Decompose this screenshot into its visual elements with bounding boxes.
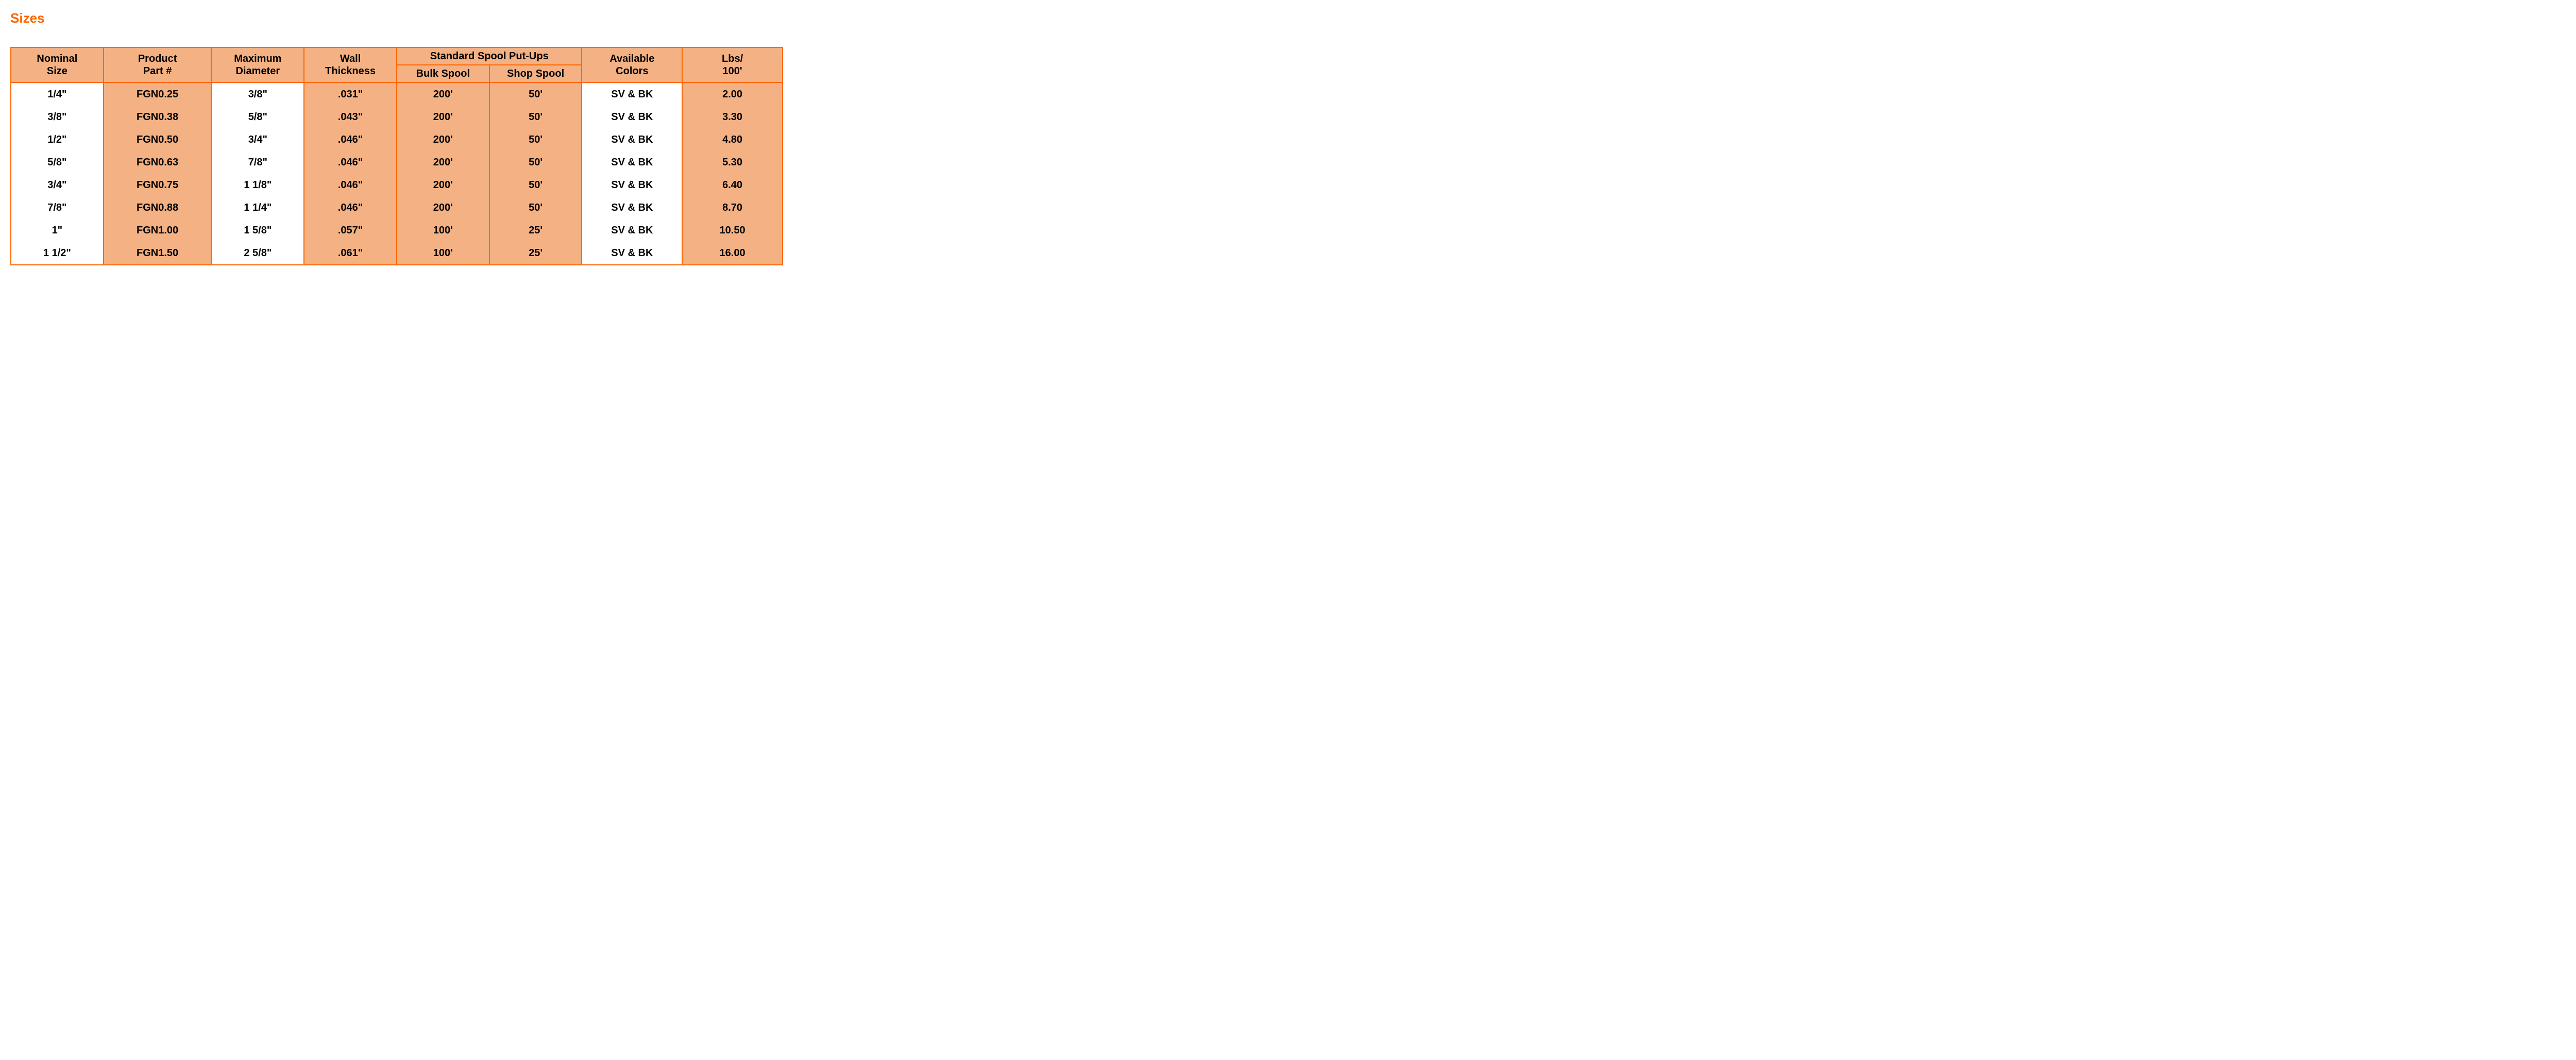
cell-colors: SV & BK (582, 151, 682, 174)
cell-shop: 50' (489, 174, 582, 196)
cell-part: FGN0.63 (104, 151, 212, 174)
cell-nominal: 3/8" (11, 106, 104, 128)
col-header-spool-group: Standard Spool Put-Ups (397, 47, 582, 65)
cell-maxdia: 1 1/8" (211, 174, 304, 196)
col-header-shop: Shop Spool (489, 65, 582, 82)
cell-lbs: 8.70 (682, 196, 783, 219)
col-header-wall: Wall Thickness (304, 47, 397, 82)
cell-bulk: 200' (397, 106, 489, 128)
table-row: 3/8"FGN0.385/8".043"200'50'SV & BK3.30 (11, 106, 783, 128)
cell-nominal: 1/4" (11, 82, 104, 106)
cell-lbs: 3.30 (682, 106, 783, 128)
cell-bulk: 200' (397, 151, 489, 174)
col-header-nominal: Nominal Size (11, 47, 104, 82)
col-header-lbs: Lbs/ 100' (682, 47, 783, 82)
cell-part: FGN1.00 (104, 219, 212, 242)
cell-bulk: 100' (397, 242, 489, 265)
cell-maxdia: 2 5/8" (211, 242, 304, 265)
cell-maxdia: 7/8" (211, 151, 304, 174)
cell-part: FGN0.25 (104, 82, 212, 106)
cell-maxdia: 5/8" (211, 106, 304, 128)
cell-nominal: 1/2" (11, 128, 104, 151)
cell-colors: SV & BK (582, 128, 682, 151)
table-row: 7/8"FGN0.881 1/4".046"200'50'SV & BK8.70 (11, 196, 783, 219)
cell-bulk: 200' (397, 174, 489, 196)
table-row: 1"FGN1.001 5/8".057"100'25'SV & BK10.50 (11, 219, 783, 242)
cell-wall: .057" (304, 219, 397, 242)
col-header-colors: Available Colors (582, 47, 682, 82)
cell-bulk: 100' (397, 219, 489, 242)
cell-lbs: 5.30 (682, 151, 783, 174)
cell-wall: .031" (304, 82, 397, 106)
col-header-maxdia: Maximum Diameter (211, 47, 304, 82)
col-header-part: Product Part # (104, 47, 212, 82)
table-body: 1/4"FGN0.253/8".031"200'50'SV & BK2.003/… (11, 82, 783, 265)
cell-colors: SV & BK (582, 219, 682, 242)
cell-shop: 50' (489, 106, 582, 128)
cell-shop: 50' (489, 151, 582, 174)
cell-colors: SV & BK (582, 82, 682, 106)
cell-lbs: 10.50 (682, 219, 783, 242)
cell-bulk: 200' (397, 196, 489, 219)
cell-wall: .046" (304, 196, 397, 219)
cell-wall: .043" (304, 106, 397, 128)
cell-colors: SV & BK (582, 242, 682, 265)
table-row: 5/8"FGN0.637/8".046"200'50'SV & BK5.30 (11, 151, 783, 174)
cell-maxdia: 1 5/8" (211, 219, 304, 242)
cell-lbs: 4.80 (682, 128, 783, 151)
cell-nominal: 1" (11, 219, 104, 242)
cell-nominal: 3/4" (11, 174, 104, 196)
cell-maxdia: 3/4" (211, 128, 304, 151)
cell-part: FGN0.50 (104, 128, 212, 151)
cell-shop: 25' (489, 242, 582, 265)
cell-bulk: 200' (397, 128, 489, 151)
cell-part: FGN0.75 (104, 174, 212, 196)
cell-shop: 50' (489, 128, 582, 151)
sizes-table: Nominal Size Product Part # Maximum Diam… (10, 47, 783, 265)
table-row: 1 1/2"FGN1.502 5/8".061"100'25'SV & BK16… (11, 242, 783, 265)
cell-maxdia: 1 1/4" (211, 196, 304, 219)
table-row: 1/4"FGN0.253/8".031"200'50'SV & BK2.00 (11, 82, 783, 106)
cell-part: FGN1.50 (104, 242, 212, 265)
section-title: Sizes (10, 10, 2566, 26)
cell-nominal: 5/8" (11, 151, 104, 174)
cell-colors: SV & BK (582, 174, 682, 196)
cell-lbs: 2.00 (682, 82, 783, 106)
cell-lbs: 6.40 (682, 174, 783, 196)
cell-wall: .061" (304, 242, 397, 265)
cell-part: FGN0.38 (104, 106, 212, 128)
cell-wall: .046" (304, 174, 397, 196)
cell-wall: .046" (304, 128, 397, 151)
cell-nominal: 7/8" (11, 196, 104, 219)
cell-shop: 50' (489, 196, 582, 219)
cell-shop: 50' (489, 82, 582, 106)
cell-colors: SV & BK (582, 196, 682, 219)
cell-maxdia: 3/8" (211, 82, 304, 106)
cell-shop: 25' (489, 219, 582, 242)
table-row: 3/4"FGN0.751 1/8".046"200'50'SV & BK6.40 (11, 174, 783, 196)
cell-nominal: 1 1/2" (11, 242, 104, 265)
cell-lbs: 16.00 (682, 242, 783, 265)
cell-wall: .046" (304, 151, 397, 174)
cell-part: FGN0.88 (104, 196, 212, 219)
cell-colors: SV & BK (582, 106, 682, 128)
col-header-bulk: Bulk Spool (397, 65, 489, 82)
table-row: 1/2"FGN0.503/4".046"200'50'SV & BK4.80 (11, 128, 783, 151)
table-header: Nominal Size Product Part # Maximum Diam… (11, 47, 783, 82)
cell-bulk: 200' (397, 82, 489, 106)
